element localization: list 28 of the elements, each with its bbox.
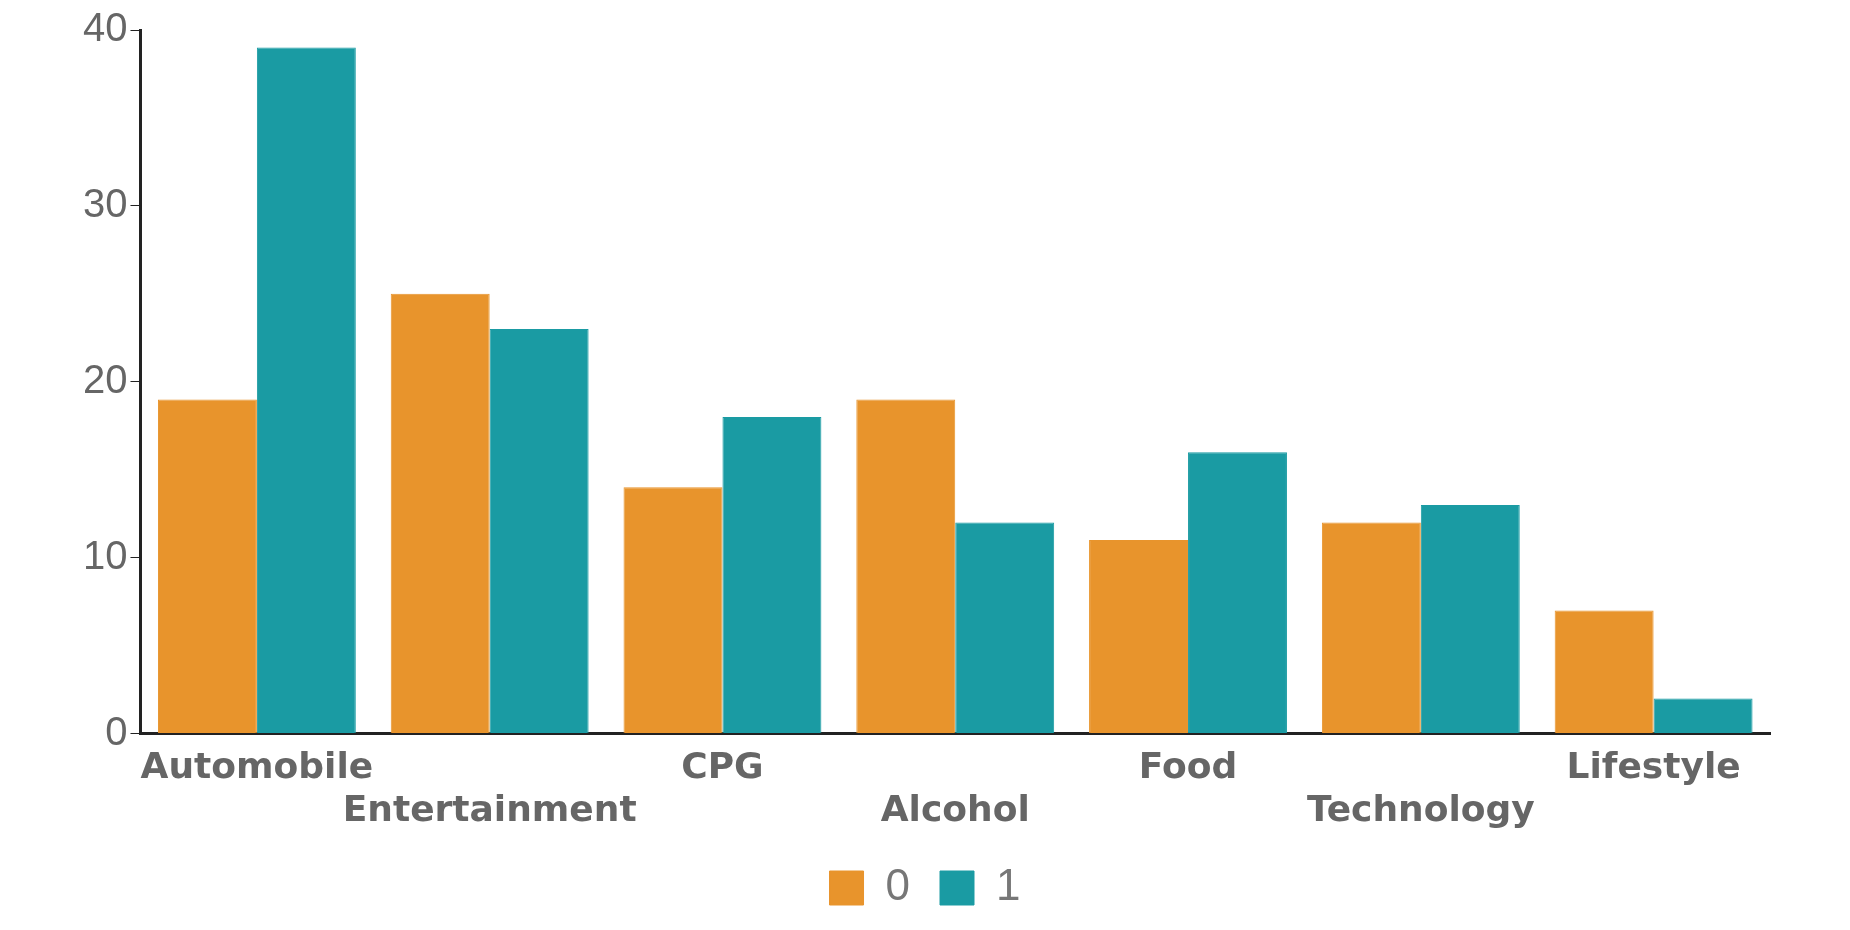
bar — [157, 399, 257, 734]
bar — [256, 47, 356, 734]
bar — [722, 416, 822, 734]
x-tick-label: CPG — [681, 744, 764, 786]
bar — [856, 399, 956, 734]
x-tick-label: Technology — [1306, 787, 1535, 829]
y-tick-label: 10 — [82, 532, 128, 577]
bar — [623, 487, 723, 734]
bar — [1653, 698, 1753, 734]
x-tick-label: Lifestyle — [1566, 744, 1741, 786]
x-tick-label: Food — [1138, 744, 1238, 786]
bar — [390, 293, 490, 734]
legend-label: 0 — [885, 860, 911, 910]
bar — [1554, 610, 1654, 734]
bar — [1089, 540, 1189, 734]
legend-label: 1 — [996, 860, 1021, 910]
bar — [1188, 452, 1287, 734]
y-tick-label: 40 — [82, 5, 128, 50]
bar — [1321, 522, 1421, 734]
x-tick-label: Entertainment — [342, 787, 637, 829]
bar — [955, 522, 1055, 734]
x-tick-label: Alcohol — [880, 787, 1030, 829]
x-tick-label: Automobile — [140, 744, 374, 786]
y-tick-label: 0 — [105, 708, 128, 753]
bar — [489, 329, 589, 734]
bar — [1420, 504, 1520, 734]
y-tick-label: 20 — [82, 356, 128, 401]
y-tick-label: 30 — [82, 180, 128, 225]
